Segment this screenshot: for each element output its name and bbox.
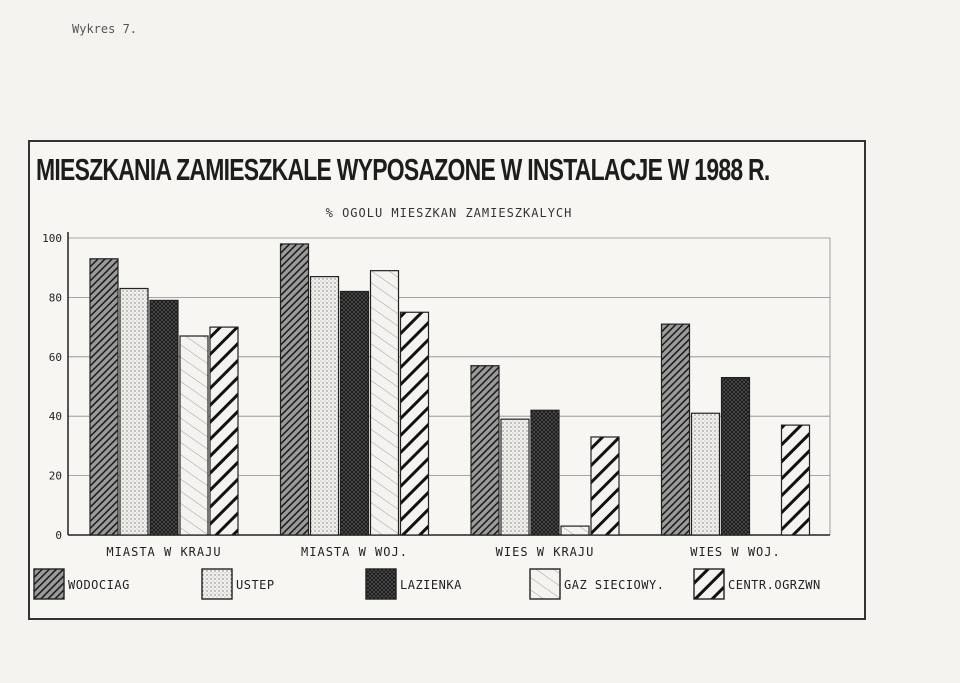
legend-label: GAZ SIECIOWY. [564,578,664,592]
bar-chart: 0 20 40 60 80 100 MIASTA W KRAJU MIASTA W WOJ.… [33,232,831,600]
bar [690,412,721,536]
page-label: Wykres 7. [72,22,138,36]
legend-label: USTEP [236,578,275,592]
x-tick-labels: MIASTA W KRAJU MIASTA W WOJ. WIES W KRAJU W… [106,545,780,559]
bar [470,365,500,536]
legend-swatch [365,568,397,600]
y-tick-label: 100 [42,232,62,245]
legend-swatch [529,568,561,600]
bar [560,525,590,536]
legend-label: LAZIENKA [400,578,462,592]
bar [590,436,620,536]
x-tick-label: WIES W WOJ. [690,545,780,559]
bar [339,290,370,536]
bar [660,323,691,536]
legend-label: CENTR.OGRZWN [728,578,821,592]
bar [279,243,310,536]
x-tick-label: MIASTA W WOJ. [301,545,408,559]
y-tick-label: 20 [49,470,62,483]
y-tick-label: 40 [49,410,62,423]
legend: WODOCIAG USTEP LAZIENKA GAZ SIECIOWY. CENTR.… [33,568,821,600]
bar [500,418,530,536]
x-tick-label: MIASTA W KRAJU [106,545,221,559]
bars-layer [89,243,811,536]
y-tick-label: 60 [49,351,62,364]
legend-label: WODOCIAG [68,578,130,592]
x-tick-label: WIES W KRAJU [496,545,595,559]
chart-frame: MIESZKANIA ZAMIESZKALE WYPOSAZONE W INST… [28,140,866,620]
bar [780,424,811,536]
bar [369,270,400,536]
y-tick-label: 0 [55,529,62,542]
chart-subtitle: % OGOLU MIESZKAN ZAMIESZKALYCH [325,206,573,220]
bar [530,409,560,536]
bar [209,326,239,536]
legend-swatch [33,568,65,600]
bar [720,376,751,536]
legend-swatch [201,568,233,600]
bar [119,287,149,536]
bar [309,276,340,536]
y-tick-label: 80 [49,291,62,304]
bar [179,335,209,536]
bar [399,311,430,536]
bar [89,258,119,536]
legend-swatch [693,568,725,600]
bar [149,299,179,536]
